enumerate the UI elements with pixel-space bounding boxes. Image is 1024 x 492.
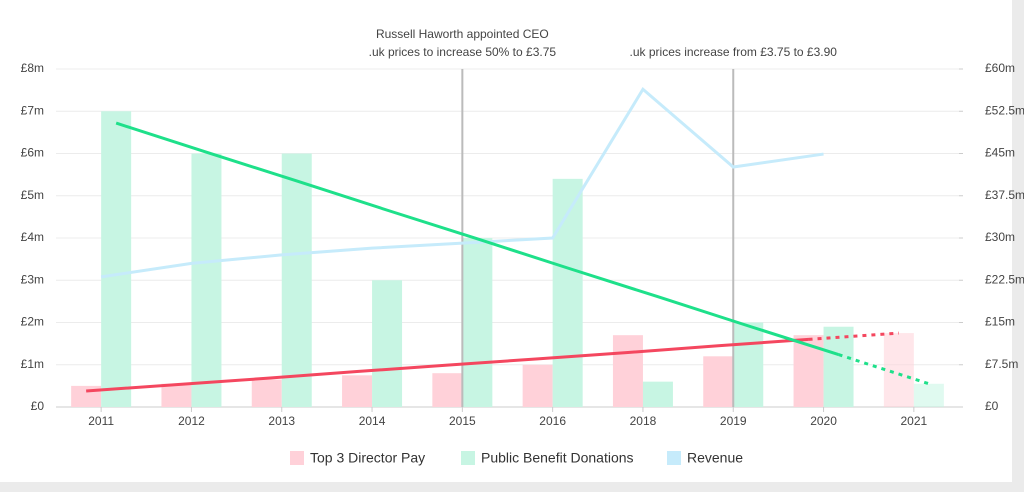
x-tick-label: 2018	[630, 414, 657, 428]
y-tick-label: £5m	[21, 188, 44, 202]
bar	[462, 238, 493, 407]
bar	[251, 379, 282, 407]
bar	[372, 280, 403, 407]
legend-swatch[interactable]	[667, 451, 681, 465]
y-tick-label: £1m	[21, 357, 44, 371]
x-tick-label: 2011	[88, 414, 114, 428]
y2-tick-label: £30m	[985, 230, 1015, 244]
y-tick-label: £8m	[21, 61, 44, 75]
y2-tick-label: £15m	[985, 315, 1015, 329]
y-tick-label: £4m	[21, 230, 44, 244]
y2-tick-label: £60m	[985, 61, 1015, 75]
line-series	[100, 86, 824, 279]
legend-text[interactable]: Revenue	[687, 450, 743, 466]
trend-line	[86, 337, 809, 393]
bar	[342, 375, 373, 407]
bar	[552, 178, 583, 407]
legend-swatch[interactable]	[290, 451, 304, 465]
annotation-text: .uk prices to increase 50% to £3.75	[369, 45, 557, 59]
bar	[191, 153, 222, 407]
y2-tick-label: £22.5m	[985, 272, 1024, 286]
y2-tick-label: £0	[985, 399, 999, 413]
x-tick-label: 2013	[268, 414, 295, 428]
x-tick-label: 2019	[720, 414, 747, 428]
y-tick-label: £7m	[21, 103, 44, 117]
x-tick-label: 2020	[810, 414, 837, 428]
bar	[522, 364, 553, 407]
x-tick-label: 2014	[359, 414, 386, 428]
bar	[883, 333, 914, 407]
legend-swatch[interactable]	[461, 451, 475, 465]
bar	[612, 335, 643, 407]
bar	[913, 383, 944, 407]
bar	[281, 153, 312, 407]
bar	[101, 111, 132, 407]
annotation-text: Russell Haworth appointed CEO	[376, 27, 549, 41]
y-tick-label: £2m	[21, 315, 44, 329]
trend-projection	[838, 353, 930, 386]
y-tick-label: £0	[31, 399, 45, 413]
y2-tick-label: £7.5m	[985, 357, 1018, 371]
y2-tick-label: £52.5m	[985, 103, 1024, 117]
bar	[642, 381, 673, 407]
bar	[703, 356, 734, 407]
annotation-text: .uk prices increase from £3.75 to £3.90	[630, 45, 838, 59]
y-tick-label: £3m	[21, 272, 44, 286]
x-tick-label: 2021	[900, 414, 927, 428]
legend-text[interactable]: Top 3 Director Pay	[310, 450, 425, 466]
bar	[161, 383, 192, 407]
y-tick-label: £6m	[21, 146, 44, 160]
bar	[823, 326, 854, 407]
x-tick-label: 2016	[539, 414, 566, 428]
legend-text[interactable]: Public Benefit Donations	[481, 450, 634, 466]
x-tick-label: 2015	[449, 414, 476, 428]
bar	[733, 322, 764, 407]
trend-line	[115, 121, 840, 357]
y2-tick-label: £37.5m	[985, 188, 1024, 202]
trend-projection	[808, 331, 899, 341]
y2-tick-label: £45m	[985, 146, 1015, 160]
x-tick-label: 2012	[178, 414, 205, 428]
bar	[432, 373, 463, 407]
